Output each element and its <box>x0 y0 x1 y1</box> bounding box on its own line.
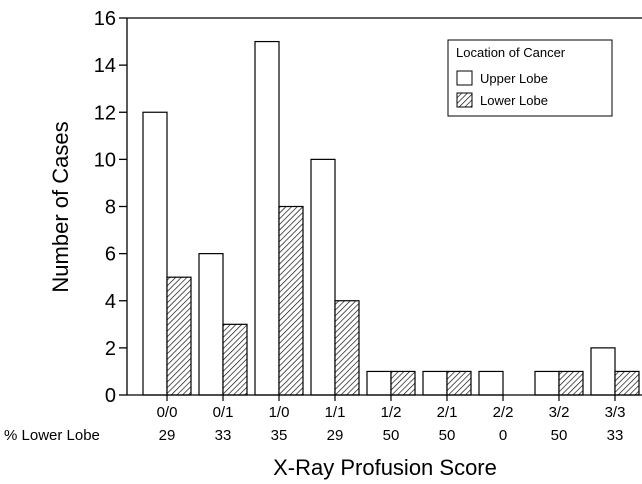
x-tick-label: 1/2 <box>381 404 402 421</box>
x-tick-label: 0/1 <box>213 404 234 421</box>
bars-group <box>142 40 640 396</box>
x-tick-label: 1/1 <box>325 404 346 421</box>
bar-lower-lobe <box>390 370 416 396</box>
legend-swatch-lower-lobe <box>456 92 473 108</box>
percent-lower-lobe-value: 50 <box>551 427 568 444</box>
legend-entry-label: Lower Lobe <box>480 93 548 108</box>
y-tick-label: 4 <box>105 291 116 313</box>
y-tick-label: 8 <box>105 197 116 219</box>
bar-lower-lobe <box>166 276 192 396</box>
bar-upper-lobe <box>534 370 560 396</box>
bar-lower-lobe <box>446 370 472 396</box>
bar-lower-lobe <box>334 300 360 396</box>
legend-entry-label: Upper Lobe <box>480 71 548 86</box>
bar-upper-lobe <box>478 370 504 396</box>
y-tick-label: 6 <box>105 244 116 266</box>
bar-upper-lobe <box>422 370 448 396</box>
bar-upper-lobe <box>366 370 392 396</box>
bar-upper-lobe <box>310 158 336 396</box>
bar-upper-lobe <box>142 111 168 396</box>
x-tick-label: 2/1 <box>437 404 458 421</box>
y-tick-label: 10 <box>94 149 116 171</box>
bar-lower-lobe <box>222 323 248 396</box>
labels-group: 0 2 4 6 8 10 12 14 16 0/0 29 0/1 33 1/0 35 1/1 29 1/2 50 2/… <box>4 8 625 480</box>
percent-lower-lobe-value: 50 <box>439 427 456 444</box>
bar-lower-lobe <box>558 370 584 396</box>
legend-box <box>447 39 613 117</box>
percent-lower-lobe-value: 35 <box>271 427 288 444</box>
percent-lower-lobe-value: 33 <box>215 427 232 444</box>
percent-lower-lobe-label: % Lower Lobe <box>4 427 100 444</box>
y-axis-title: Number of Cases <box>48 121 73 292</box>
axes-group <box>119 17 642 401</box>
bar-upper-lobe <box>254 40 280 396</box>
legend-title: Location of Cancer <box>456 45 566 60</box>
y-tick-label: 12 <box>94 102 116 124</box>
x-tick-label: 2/2 <box>493 404 514 421</box>
y-tick-label: 14 <box>94 55 116 77</box>
y-tick-label: 2 <box>105 338 116 360</box>
legend-swatch-upper-lobe <box>456 70 473 86</box>
percent-lower-lobe-value: 50 <box>383 427 400 444</box>
legend: Location of Cancer Upper Lobe Lower Lobe <box>447 39 613 117</box>
bar-lower-lobe <box>614 370 640 396</box>
percent-lower-lobe-value: 33 <box>607 427 624 444</box>
x-tick-label: 3/2 <box>549 404 570 421</box>
x-axis-title: X-Ray Profusion Score <box>273 455 497 480</box>
percent-lower-lobe-value: 29 <box>159 427 176 444</box>
y-tick-label: 0 <box>105 385 116 407</box>
x-tick-label: 0/0 <box>157 404 178 421</box>
percent-lower-lobe-value: 29 <box>327 427 344 444</box>
x-tick-label: 1/0 <box>269 404 290 421</box>
bar-upper-lobe <box>198 253 224 396</box>
bar-lower-lobe <box>278 205 304 396</box>
bar-upper-lobe <box>590 347 616 396</box>
y-tick-label: 16 <box>94 8 116 30</box>
x-tick-label: 3/3 <box>605 404 626 421</box>
percent-lower-lobe-value: 0 <box>499 427 507 444</box>
